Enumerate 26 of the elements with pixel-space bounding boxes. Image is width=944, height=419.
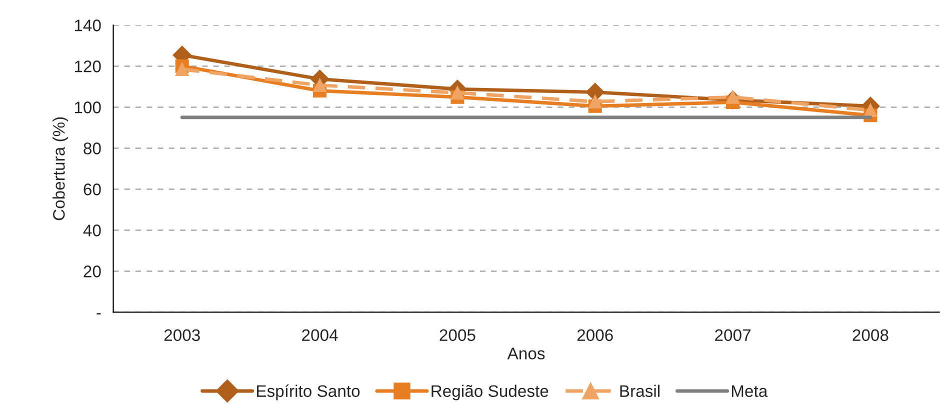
y-tick-label: 40: [83, 224, 101, 236]
y-tick-label: 100: [74, 102, 101, 114]
x-tick-label: 2004: [302, 329, 338, 342]
y-tick-label: -: [96, 313, 101, 314]
legend-label: Espírito Santo: [257, 384, 360, 400]
point: [313, 78, 327, 92]
legend-label: Meta: [732, 385, 768, 397]
x-tick-label: 2005: [440, 329, 476, 342]
y-tick-label: 60: [84, 184, 101, 196]
point: [175, 62, 189, 76]
y-tick-label: 140: [74, 20, 101, 32]
y-tick-label: 80: [84, 142, 101, 154]
point: [450, 86, 464, 100]
y-tick-label: 20: [84, 266, 101, 278]
point: [726, 90, 740, 104]
x-tick-label: 2006: [577, 329, 613, 342]
x-axis-title: Anos: [507, 348, 545, 360]
legend-label: Brasil: [620, 384, 660, 397]
y-axis-title: Cobertura (%): [52, 117, 68, 220]
y-tick-label: 120: [74, 60, 101, 72]
x-tick-label: 2003: [164, 329, 200, 342]
point: [588, 94, 602, 108]
x-tick-label: 2008: [852, 329, 888, 342]
x-tick-label: 2007: [715, 329, 750, 342]
point: [864, 103, 878, 117]
legend-label: Região Sudeste: [432, 384, 548, 400]
